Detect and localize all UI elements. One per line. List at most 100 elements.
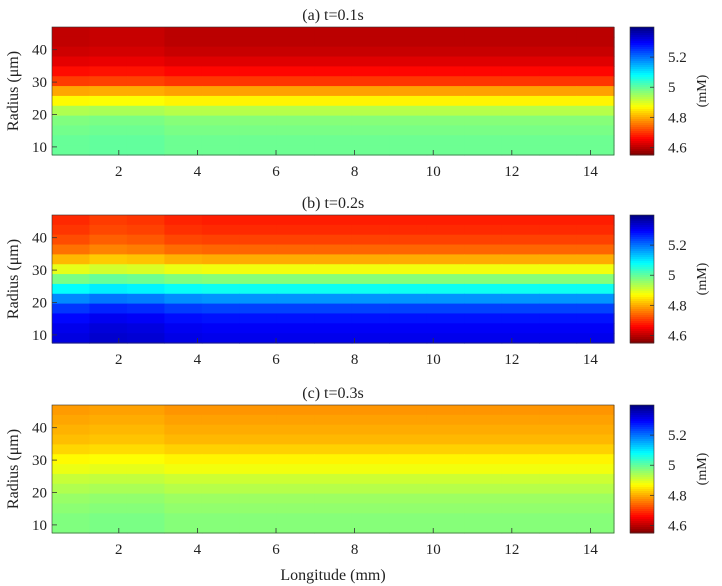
colorbar-segment (630, 427, 654, 430)
colorbar-segment (630, 293, 654, 296)
colorbar-segment (630, 27, 654, 30)
colorbar-segment (630, 325, 654, 328)
colorbar-segment (630, 101, 654, 104)
colorbar-segment (630, 229, 654, 232)
y-tick-label: 20 (32, 107, 47, 123)
colorbar-segment (630, 333, 654, 336)
heatmap-cell (239, 224, 278, 236)
colorbar-segment (630, 449, 654, 452)
heatmap-cell (52, 105, 91, 117)
axes-frame (51, 214, 615, 344)
heatmap-cell (426, 424, 465, 436)
colorbar-segment (630, 141, 654, 144)
heatmap-cell (276, 414, 315, 426)
axes-frame (51, 26, 615, 156)
heatmap-cell (239, 523, 278, 534)
heatmap-cell (276, 234, 315, 246)
heatmap-cell (201, 234, 240, 246)
colorbar-segment (630, 297, 654, 300)
heatmap-cell (201, 254, 240, 265)
heatmap-cells (52, 405, 615, 534)
heatmap-cell (501, 454, 540, 465)
colorbar-segment (630, 489, 654, 492)
heatmap-cell (464, 36, 503, 48)
heatmap-cell (276, 493, 315, 505)
heatmap-cell (276, 264, 315, 275)
heatmap-cell (126, 293, 165, 305)
colorbar-segment (630, 485, 654, 488)
heatmap-cell (539, 283, 578, 295)
heatmap-cell (89, 414, 128, 426)
heatmap-cell (201, 46, 240, 58)
heatmap-cell (126, 333, 165, 344)
heatmap-cell (314, 313, 353, 324)
heatmap-cell (464, 105, 503, 117)
heatmap-cell (314, 444, 353, 455)
heatmap-cell (351, 303, 390, 315)
heatmap-cell (164, 234, 203, 246)
heatmap-cell (464, 405, 503, 416)
heatmap-cell (52, 234, 91, 246)
heatmap-cell (201, 215, 240, 226)
colorbar-segment (630, 39, 654, 42)
colorbar-segment (630, 267, 654, 270)
heatmap-cell (239, 434, 278, 445)
heatmap-cell (351, 27, 390, 38)
colorbar-segment (630, 65, 654, 68)
heatmap-cell (126, 313, 165, 324)
heatmap-cell (464, 444, 503, 455)
x-tick-label: 6 (272, 542, 280, 558)
heatmap-cell (576, 36, 615, 48)
colorbar-segment (630, 419, 654, 422)
heatmap-cell (314, 254, 353, 265)
colorbar-label: (mM) (695, 452, 710, 485)
heatmap-cell (201, 76, 240, 87)
heatmap-cell (426, 36, 465, 48)
colorbar-segment (630, 273, 654, 276)
colorbar-segment (630, 89, 654, 92)
heatmap-cell (351, 444, 390, 455)
heatmap-cell (426, 224, 465, 236)
heatmap-cell (389, 76, 428, 87)
heatmap-cell (464, 464, 503, 475)
heatmap-cell (276, 444, 315, 455)
heatmap-cell (52, 503, 91, 514)
heatmap-cell (501, 424, 540, 436)
heatmap-cell (464, 293, 503, 305)
colorbar-segment (630, 245, 654, 248)
heatmap-cell (239, 135, 278, 146)
colorbar-segment (630, 493, 654, 496)
heatmap-cell (389, 46, 428, 58)
x-tick-label: 8 (351, 164, 359, 180)
heatmap-cell (52, 323, 91, 334)
heatmap-cell (464, 513, 503, 524)
colorbar-segment (630, 237, 654, 240)
heatmap-cell (426, 66, 465, 77)
x-tick-label: 4 (194, 542, 202, 558)
heatmap-cell (164, 464, 203, 475)
heatmap-cell (126, 523, 165, 534)
heatmap-cell (239, 283, 278, 295)
heatmap-cell (351, 434, 390, 445)
heatmap-cell (89, 224, 128, 236)
heatmap-cell (314, 283, 353, 295)
heatmap-cell (126, 135, 165, 146)
heatmap-cell (501, 105, 540, 117)
heatmap-cell (464, 434, 503, 445)
colorbar-segment (630, 481, 654, 484)
heatmap-cell (52, 434, 91, 445)
heatmap-cell (389, 323, 428, 334)
heatmap-cell (52, 523, 91, 534)
heatmap-cell (314, 76, 353, 87)
colorbar: 4.6 4.8 5 5.2 (mM) (629, 26, 710, 156)
heatmap-cell (501, 414, 540, 426)
heatmap-cell (351, 405, 390, 416)
heatmap-cell (126, 513, 165, 524)
heatmap-cell (576, 434, 615, 445)
heatmap-cell (464, 76, 503, 87)
heatmap-cell (126, 76, 165, 87)
heatmap-cell (501, 303, 540, 315)
colorbar-segment (630, 291, 654, 294)
heatmap-cell (464, 234, 503, 246)
heatmap-cell (539, 303, 578, 315)
